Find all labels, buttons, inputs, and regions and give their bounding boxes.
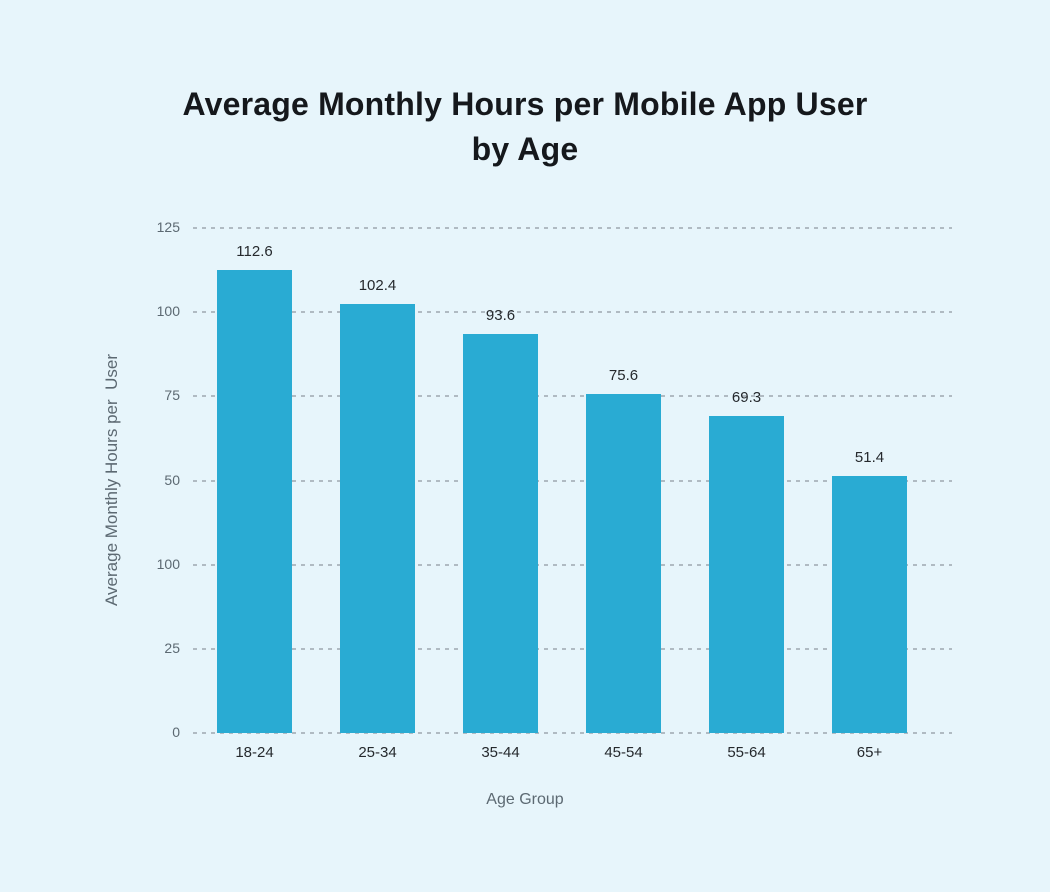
grid-line [193, 732, 952, 734]
grid-line [193, 647, 952, 650]
y-tick-label: 25 [164, 639, 180, 656]
y-tick-label: 125 [156, 219, 180, 235]
chart-title-line-2: by Age [471, 131, 579, 167]
x-tick-label: 25-34 [358, 744, 397, 761]
bar-value-label: 75.6 [608, 367, 639, 385]
x-tick-label: 35-44 [481, 744, 520, 761]
bar-slot: 75.6 45-54 [562, 228, 685, 761]
bar-value-label: 93.6 [485, 306, 516, 324]
bar [217, 269, 292, 733]
x-tick-label: 45-54 [604, 744, 643, 761]
y-tick-label: 100 [156, 303, 180, 320]
chart-title-line-1: Average Monthly Hours per Mobile App Use… [182, 86, 868, 122]
y-tick-label: 0 [172, 724, 180, 740]
y-tick-label: 50 [164, 471, 180, 488]
bar-slot: 93.6 35-44 [439, 228, 562, 761]
bar-slot: 102.4 25-34 [316, 228, 439, 761]
bar-value-label: 51.4 [854, 448, 885, 466]
bar [340, 304, 415, 733]
x-tick-label: 55-64 [727, 744, 766, 761]
bar-slot: 112.6 18-24 [193, 228, 316, 761]
bar-value-label: 69.3 [731, 388, 762, 406]
grid-line [193, 395, 952, 398]
x-axis-title: Age Group [486, 791, 564, 808]
grid-line [193, 479, 952, 482]
chart-title: Average Monthly Hours per Mobile App Use… [0, 82, 1050, 172]
x-tick-label: 18-24 [235, 744, 274, 761]
grid-line [193, 311, 952, 314]
x-tick-label: 65+ [856, 744, 883, 761]
bar-value-label: 112.6 [236, 242, 273, 260]
y-tick-label: 75 [164, 387, 180, 404]
bar [463, 333, 538, 733]
bar-value-label: 102.4 [358, 277, 397, 295]
bar-slot: 51.4 65+ [808, 228, 931, 761]
bar [586, 394, 661, 733]
bar-slot: 69.3 55-64 [685, 228, 808, 761]
bar [709, 415, 784, 733]
grid-line [193, 563, 952, 566]
bar [832, 475, 907, 733]
y-axis-title: Average Monthly Hours per User [102, 354, 121, 606]
grid-line [193, 227, 952, 229]
y-tick-label: 100 [156, 555, 180, 572]
plot-area: 125 100 75 50 100 25 0 112.6 18-24 102.4 25-34 93.6… [157, 219, 952, 761]
